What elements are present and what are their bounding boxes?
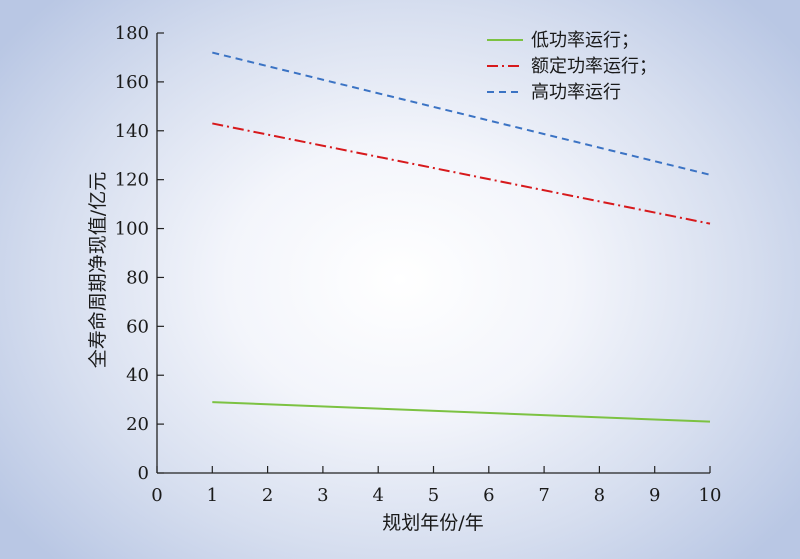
x-tick-label: 6 xyxy=(483,485,494,506)
x-tick-label: 10 xyxy=(699,485,722,506)
y-tick-label: 0 xyxy=(138,463,149,484)
axes xyxy=(156,33,710,474)
x-tick-label: 9 xyxy=(649,485,660,506)
x-tick-label: 5 xyxy=(428,485,439,506)
y-tick-label: 80 xyxy=(126,267,149,288)
y-tick-label: 120 xyxy=(115,170,149,191)
y-tick-label: 140 xyxy=(115,121,149,142)
x-tick-label: 1 xyxy=(207,485,218,506)
x-axis-label: 规划年份/年 xyxy=(382,512,483,534)
x-tick-label: 4 xyxy=(372,485,383,506)
x-tick-label: 8 xyxy=(594,485,605,506)
y-tick-label: 40 xyxy=(126,365,149,386)
y-tick-label: 60 xyxy=(126,316,149,337)
y-tick-label: 180 xyxy=(115,23,149,44)
legend: 低功率运行； 额定功率运行； 高功率运行 xyxy=(487,30,657,103)
legend-label-1: 低功率运行； xyxy=(531,30,639,51)
legend-label-2: 额定功率运行； xyxy=(531,56,657,77)
series-line-3 xyxy=(212,51,711,176)
x-tick-label: 2 xyxy=(262,485,273,506)
x-tick-label: 3 xyxy=(317,485,328,506)
y-tick-label: 20 xyxy=(126,414,149,435)
y-tick-label: 160 xyxy=(115,72,149,93)
y-axis-label: 全寿命周期净现值/亿元 xyxy=(87,172,109,368)
series-line-1 xyxy=(212,401,711,423)
legend-label-3: 高功率运行 xyxy=(531,82,621,103)
x-tick-label: 0 xyxy=(151,485,162,506)
series-line-2 xyxy=(212,122,711,225)
series-lines xyxy=(212,51,711,423)
y-tick-label: 100 xyxy=(115,219,149,240)
x-tick-label: 7 xyxy=(538,485,549,506)
